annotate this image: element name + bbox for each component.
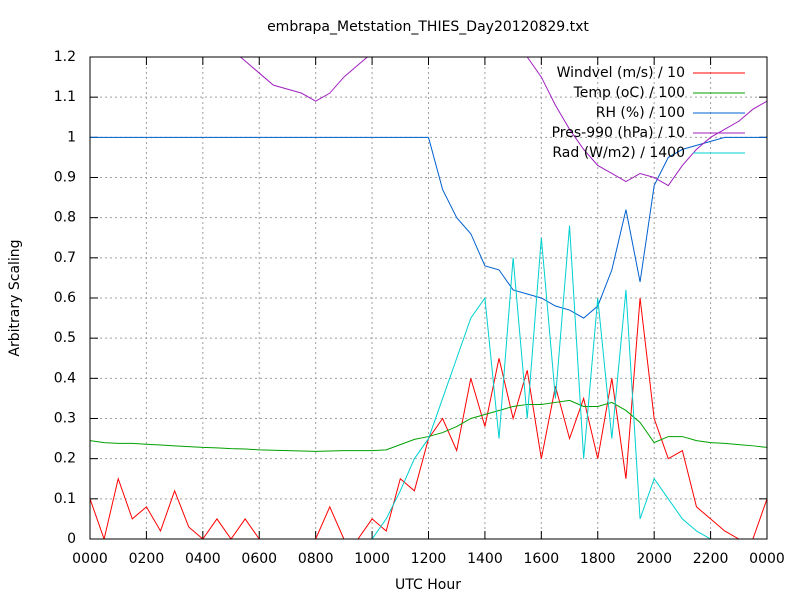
legend-label: Rad (W/m2) / 1400 (552, 145, 685, 161)
x-tick-label: 0000 (749, 551, 785, 567)
y-tick-label: 0.8 (54, 210, 76, 226)
x-tick-label: 0800 (298, 551, 334, 567)
chart-title: embrapa_Metstation_THIES_Day20120829.txt (267, 19, 589, 35)
x-tick-label: 0400 (185, 551, 221, 567)
y-tick-label: 0.4 (54, 370, 76, 386)
x-tick-label: 0000 (72, 551, 108, 567)
y-tick-label: 0.1 (54, 491, 76, 507)
legend-label: Temp (oC) / 100 (573, 85, 685, 101)
y-tick-label: 0.6 (54, 290, 76, 306)
y-axis-label: Arbitrary Scaling (7, 239, 23, 356)
x-tick-label: 1400 (467, 551, 503, 567)
y-tick-label: 1 (67, 129, 76, 145)
plot-area (90, 57, 767, 539)
x-axis-label: UTC Hour (395, 577, 461, 593)
series-line (90, 225, 767, 539)
x-tick-label: 1000 (354, 551, 390, 567)
legend-label: Pres-990 (hPa) / 10 (552, 125, 685, 141)
y-tick-label: 0.2 (54, 451, 76, 467)
y-tick-label: 0.3 (54, 411, 76, 427)
y-tick-label: 0.5 (54, 330, 76, 346)
x-tick-label: 0200 (129, 551, 165, 567)
y-tick-label: 0 (67, 531, 76, 547)
x-tick-label: 1200 (411, 551, 447, 567)
x-tick-label: 2200 (693, 551, 729, 567)
plot-frame (89, 56, 768, 540)
legend-label: RH (%) / 100 (596, 105, 685, 121)
series-line (239, 57, 767, 187)
x-tick-label: 2000 (636, 551, 672, 567)
series-line (90, 399, 767, 452)
y-tick-label: 1.1 (54, 89, 76, 105)
x-tick-label: 1600 (524, 551, 560, 567)
x-tick-label: 1800 (580, 551, 616, 567)
legend-label: Windvel (m/s) / 10 (557, 65, 685, 81)
y-tick-label: 1.2 (54, 49, 76, 65)
y-tick-label: 0.9 (54, 170, 76, 186)
series-line (90, 136, 767, 319)
y-tick-label: 0.7 (54, 250, 76, 266)
x-tick-label: 0600 (241, 551, 277, 567)
